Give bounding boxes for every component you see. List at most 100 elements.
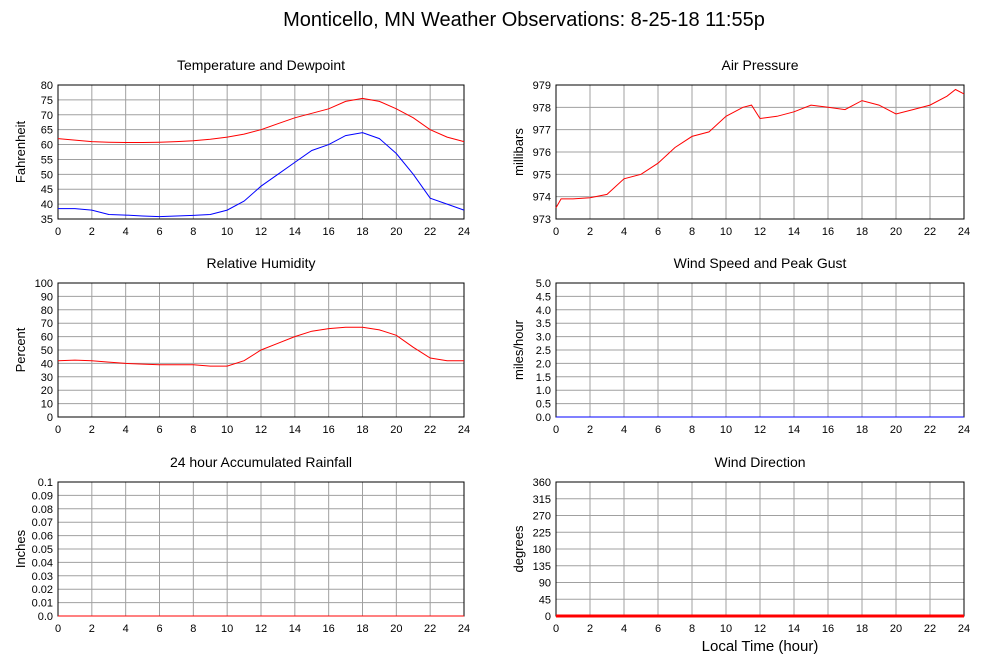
pressure-xtick-label: 18 bbox=[856, 226, 868, 238]
wind-xtick-label: 4 bbox=[621, 424, 627, 436]
wind-xtick-label: 6 bbox=[655, 424, 661, 436]
temp-ytick-label: 70 bbox=[41, 110, 53, 122]
direction-xtick-label: 22 bbox=[924, 623, 936, 635]
humidity-ytick-label: 10 bbox=[41, 399, 53, 411]
direction-ytick-label: 225 bbox=[533, 527, 551, 539]
temp-ytick-label: 65 bbox=[41, 125, 53, 137]
humidity-title: Relative Humidity bbox=[207, 255, 316, 271]
pressure-ytick-label: 978 bbox=[533, 102, 551, 114]
wind-xtick-label: 20 bbox=[890, 424, 902, 436]
direction-xtick-label: 0 bbox=[553, 623, 559, 635]
pressure-xtick-label: 24 bbox=[958, 226, 970, 238]
rain-ytick-label: 0.01 bbox=[32, 598, 53, 610]
temp-xtick-label: 6 bbox=[156, 226, 162, 238]
wind-ytick-label: 4.5 bbox=[536, 291, 551, 303]
rain-xtick-label: 18 bbox=[356, 623, 368, 635]
pressure-xtick-label: 12 bbox=[754, 226, 766, 238]
temp-xtick-label: 0 bbox=[55, 226, 61, 238]
pressure-ytick-label: 973 bbox=[533, 214, 551, 226]
wind-ytick-label: 2.0 bbox=[536, 358, 551, 370]
temp-xtick-label: 22 bbox=[424, 226, 436, 238]
rain-xtick-label: 20 bbox=[390, 623, 402, 635]
humidity-xtick-label: 0 bbox=[55, 424, 61, 436]
humidity-xtick-label: 2 bbox=[89, 424, 95, 436]
temp-series-0-line bbox=[57, 97, 465, 143]
rain-xtick-label: 12 bbox=[255, 623, 267, 635]
wind-ytick-label: 1.0 bbox=[536, 385, 551, 397]
humidity-xtick-label: 16 bbox=[323, 424, 335, 436]
humidity-xtick-label: 14 bbox=[289, 424, 301, 436]
rain-xtick-label: 10 bbox=[221, 623, 233, 635]
pressure-xtick-label: 8 bbox=[689, 226, 695, 238]
wind-ytick-label: 0.5 bbox=[536, 399, 551, 411]
pressure-xtick-label: 0 bbox=[553, 226, 559, 238]
direction-ytick-label: 270 bbox=[533, 511, 551, 523]
humidity-xtick-label: 6 bbox=[156, 424, 162, 436]
direction-ylabel: degrees bbox=[511, 525, 526, 572]
wind-xtick-label: 12 bbox=[754, 424, 766, 436]
direction-xtick-label: 24 bbox=[958, 623, 970, 635]
temp-xtick-label: 18 bbox=[356, 226, 368, 238]
direction-xtick-label: 2 bbox=[587, 623, 593, 635]
temp-ytick-label: 50 bbox=[41, 169, 53, 181]
direction-xtick-label: 14 bbox=[788, 623, 800, 635]
direction-ytick-label: 315 bbox=[533, 494, 551, 506]
humidity-xtick-label: 24 bbox=[458, 424, 470, 436]
temp-xtick-label: 12 bbox=[255, 226, 267, 238]
humidity-ytick-label: 90 bbox=[41, 291, 53, 303]
temp-ytick-label: 80 bbox=[41, 80, 53, 92]
rain-ytick-label: 0.04 bbox=[32, 557, 53, 569]
direction-panel: 0 2 4 6 8 10 12 14 16 18 20 22 240459013518022527031… bbox=[511, 454, 970, 635]
wind-xtick-label: 10 bbox=[720, 424, 732, 436]
rain-ylabel: Inches bbox=[13, 529, 28, 568]
rain-panel: 0 2 4 6 8 10 12 14 16 18 20 22 240.00.010.020.030.04… bbox=[13, 454, 470, 635]
temp-panel: 0 2 4 6 8 10 12 14 16 18 20 22 243540455055606570758… bbox=[13, 57, 470, 238]
humidity-ytick-label: 0 bbox=[47, 412, 53, 424]
pressure-panel: 0 2 4 6 8 10 12 14 16 18 20 22 249739749759769779789… bbox=[511, 57, 970, 238]
humidity-ytick-label: 60 bbox=[41, 332, 53, 344]
humidity-panel: 0 2 4 6 8 10 12 14 16 18 20 22 240102030405060708090… bbox=[13, 255, 470, 436]
wind-xtick-label: 14 bbox=[788, 424, 800, 436]
rain-title: 24 hour Accumulated Rainfall bbox=[170, 454, 352, 470]
pressure-xtick-label: 22 bbox=[924, 226, 936, 238]
temp-ytick-label: 40 bbox=[41, 199, 53, 211]
direction-ytick-label: 45 bbox=[539, 594, 551, 606]
humidity-ytick-label: 100 bbox=[35, 278, 53, 290]
humidity-ytick-label: 70 bbox=[41, 318, 53, 330]
rain-ytick-label: 0.06 bbox=[32, 531, 53, 543]
temp-series-1-line bbox=[58, 132, 465, 218]
direction-xtick-label: 10 bbox=[720, 623, 732, 635]
temp-xtick-label: 4 bbox=[123, 226, 129, 238]
humidity-xtick-label: 22 bbox=[424, 424, 436, 436]
wind-xtick-label: 24 bbox=[958, 424, 970, 436]
temp-xtick-label: 24 bbox=[458, 226, 470, 238]
temp-xtick-label: 8 bbox=[190, 226, 196, 238]
rain-ytick-label: 0.02 bbox=[32, 584, 53, 596]
rain-xtick-label: 4 bbox=[123, 623, 129, 635]
direction-ytick-label: 135 bbox=[533, 561, 551, 573]
wind-xtick-label: 2 bbox=[587, 424, 593, 436]
humidity-xtick-label: 12 bbox=[255, 424, 267, 436]
humidity-series-0-line bbox=[57, 326, 464, 367]
page-title: Monticello, MN Weather Observations: 8-2… bbox=[283, 9, 765, 31]
direction-title: Wind Direction bbox=[714, 454, 805, 470]
temp-xtick-label: 2 bbox=[89, 226, 95, 238]
wind-ytick-label: 3.5 bbox=[536, 318, 551, 330]
humidity-ylabel: Percent bbox=[13, 327, 28, 372]
rain-xtick-label: 14 bbox=[289, 623, 301, 635]
pressure-ylabel: millibars bbox=[511, 128, 526, 176]
direction-xtick-label: 18 bbox=[856, 623, 868, 635]
pressure-ytick-label: 977 bbox=[533, 125, 551, 137]
wind-ylabel: miles/hour bbox=[511, 319, 526, 380]
temp-ytick-label: 45 bbox=[41, 184, 53, 196]
wind-title: Wind Speed and Peak Gust bbox=[674, 255, 847, 271]
direction-xtick-label: 8 bbox=[689, 623, 695, 635]
temp-xtick-label: 10 bbox=[221, 226, 233, 238]
wind-ytick-label: 0.0 bbox=[536, 412, 551, 424]
humidity-xtick-label: 18 bbox=[356, 424, 368, 436]
direction-xtick-label: 12 bbox=[754, 623, 766, 635]
wind-panel: 0 2 4 6 8 10 12 14 16 18 20 22 240.00.51.01.52.02.53… bbox=[511, 255, 970, 436]
wind-ytick-label: 3.0 bbox=[536, 332, 551, 344]
rain-xtick-label: 8 bbox=[190, 623, 196, 635]
